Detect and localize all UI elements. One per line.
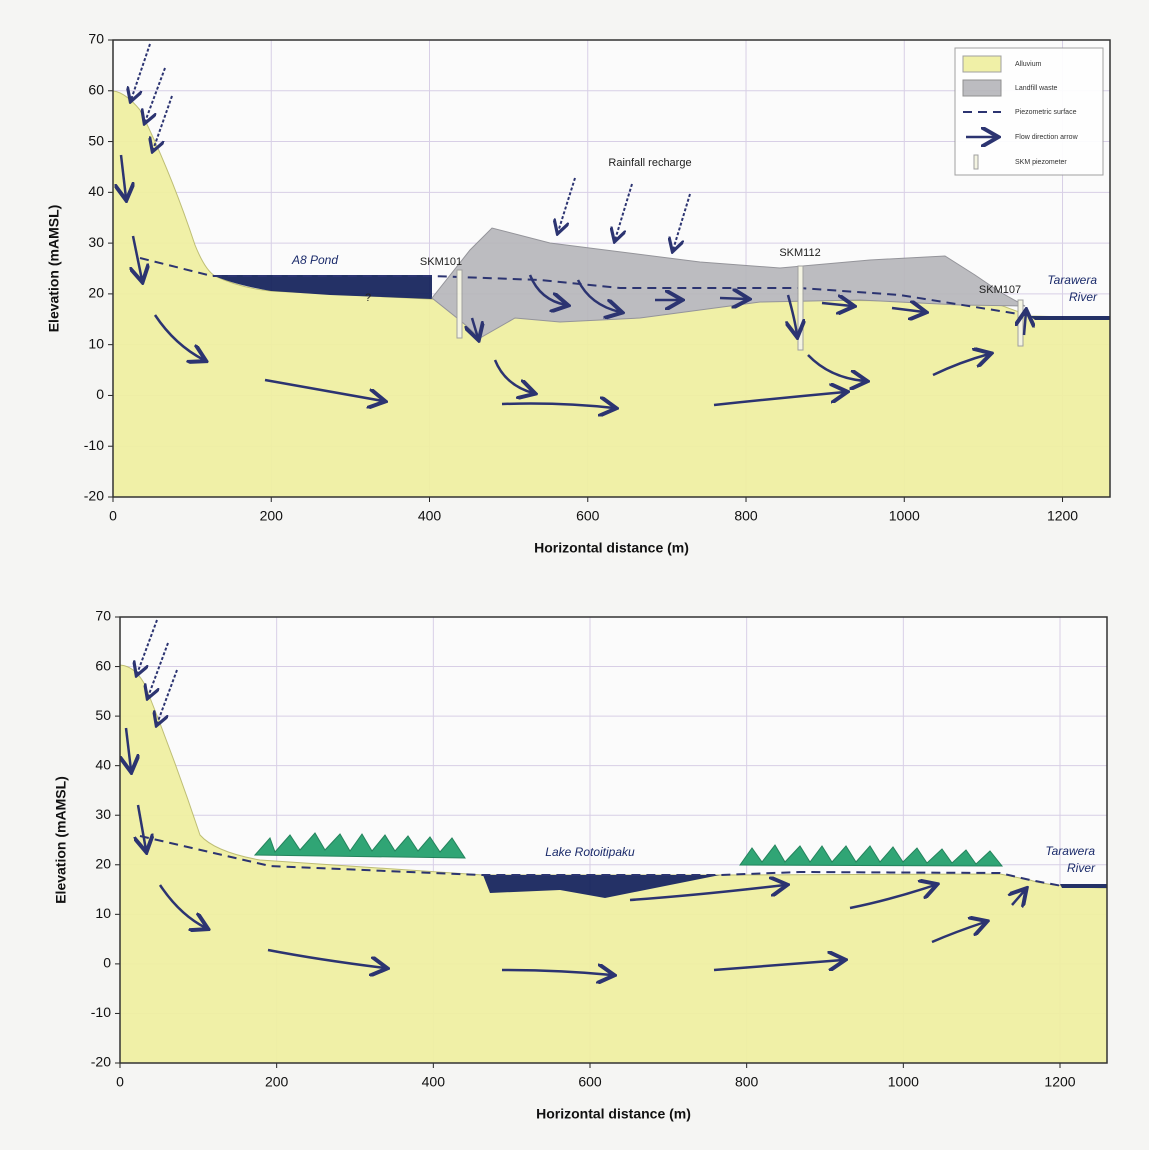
x-tick-label: 1000 [889,508,920,524]
y-tick-label: 20 [88,285,104,301]
x-tick-label: 0 [116,1074,124,1090]
y-tick-label: 30 [88,234,104,250]
x-tick-label: 1200 [1047,508,1078,524]
river [1030,316,1110,320]
y-axis-label: Elevation (mAMSL) [53,776,69,904]
piezometer [798,266,803,350]
y-tick-label: -20 [84,488,104,504]
y-tick-label: 10 [88,335,104,351]
y-tick-label: 30 [95,806,111,822]
piezometer [1018,300,1023,346]
annotation: River [1067,861,1096,875]
y-tick-label: 50 [95,707,111,723]
x-tick-label: 1000 [888,1074,919,1090]
x-axis-label: Horizontal distance (m) [534,540,689,556]
piezometer [457,270,462,338]
annotation: A8 Pond [291,253,338,267]
annotation: Tarawera [1045,844,1095,858]
y-tick-label: 60 [88,81,104,97]
y-tick-label: 70 [88,31,104,47]
y-tick-label: 20 [95,855,111,871]
y-tick-label: -10 [91,1004,111,1020]
annotation: Tarawera [1047,273,1097,287]
legend-label: Alluvium [1015,61,1042,68]
page: A8 Pond SKM101 SKM112 SKM107 Tarawera Ri… [0,0,1149,1150]
y-tick-label: 40 [88,183,104,199]
x-tick-label: 800 [734,508,758,524]
x-tick-label: 200 [265,1074,289,1090]
x-tick-label: 1200 [1044,1074,1075,1090]
y-tick-label: 0 [103,955,111,971]
x-tick-label: 800 [735,1074,759,1090]
x-tick-label: 400 [418,508,442,524]
y-tick-label: 70 [95,608,111,624]
x-tick-label: 600 [576,508,600,524]
legend-label: Landfill waste [1015,85,1058,92]
legend-label: SKM piezometer [1015,159,1067,166]
y-tick-label: 60 [95,657,111,673]
legend-label: Flow direction arrow [1015,134,1079,141]
y-tick-label: -20 [91,1054,111,1070]
x-tick-label: 200 [260,508,284,524]
x-tick-label: 600 [578,1074,602,1090]
y-tick-label: -10 [84,437,104,453]
annotation: Lake Rotoitipaku [545,845,635,859]
x-tick-label: 0 [109,508,117,524]
y-tick-label: 0 [96,386,104,402]
annotation: SKM107 [979,284,1021,296]
annotation: River [1069,290,1098,304]
annotation: Rainfall recharge [608,157,691,169]
legend-label: Piezometric surface [1015,109,1077,116]
x-axis-label: Horizontal distance (m) [536,1106,691,1122]
river [1060,884,1107,888]
annotation: SKM101 [420,256,462,268]
x-tick-label: 400 [422,1074,446,1090]
annotation: SKM112 [779,247,820,259]
annotation: ? [365,292,371,304]
y-tick-label: 50 [88,132,104,148]
y-tick-label: 10 [95,905,111,921]
y-axis-label: Elevation (mAMSL) [46,205,62,333]
y-tick-label: 40 [95,756,111,772]
